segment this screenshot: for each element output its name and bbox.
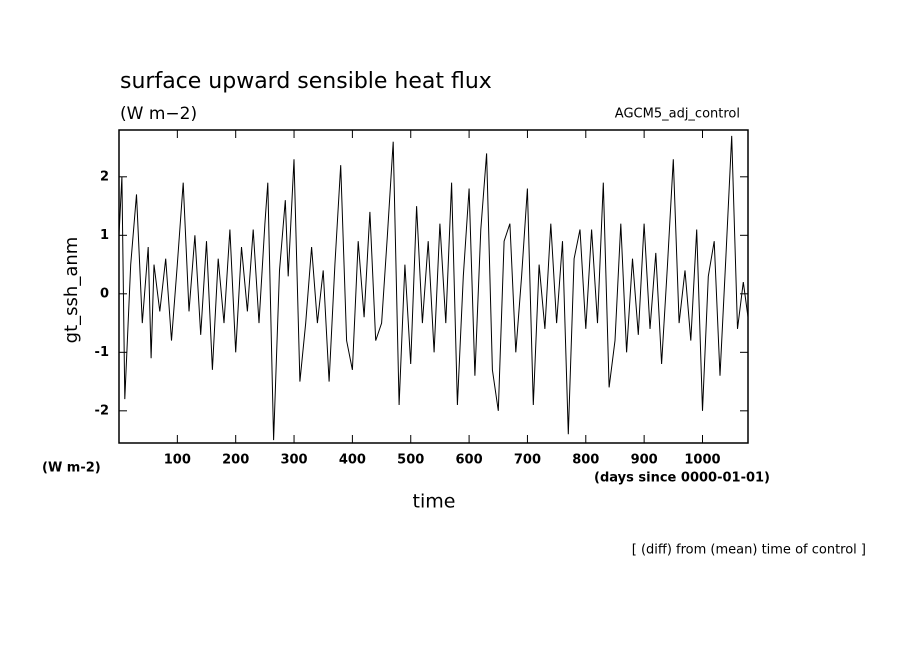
- y-unit: (W m-2): [42, 461, 101, 476]
- x-tick-label: 200: [222, 453, 249, 468]
- data-line: [118, 135, 749, 441]
- y-tick-label: 2: [100, 169, 109, 184]
- y-tick-label: -1: [95, 345, 109, 360]
- x-tick-label: 100: [164, 453, 191, 468]
- annotation: AGCM5_adj_control: [615, 107, 740, 122]
- x-tick-label: 800: [572, 453, 599, 468]
- x-axis-label: time: [413, 491, 456, 513]
- x-tick-label: 500: [397, 453, 424, 468]
- plot-frame: [118, 129, 749, 444]
- x-unit: (days since 0000-01-01): [594, 471, 770, 486]
- y-tick-label: -2: [95, 403, 109, 418]
- y-tick-label: 0: [100, 286, 109, 301]
- y-tick-label: 1: [100, 228, 109, 243]
- y-axis-label: gt_ssh_anm: [61, 237, 82, 344]
- chart-subtitle: (W m−2): [120, 104, 197, 124]
- x-tick-label: 600: [456, 453, 483, 468]
- footnote: [ (diff) from (mean) time of control ]: [632, 543, 866, 558]
- chart-title: surface upward sensible heat flux: [120, 69, 492, 94]
- x-tick-label: 900: [631, 453, 658, 468]
- x-tick-label: 700: [514, 453, 541, 468]
- x-tick-label: 300: [280, 453, 307, 468]
- x-tick-label: 1000: [684, 453, 720, 468]
- x-tick-label: 400: [339, 453, 366, 468]
